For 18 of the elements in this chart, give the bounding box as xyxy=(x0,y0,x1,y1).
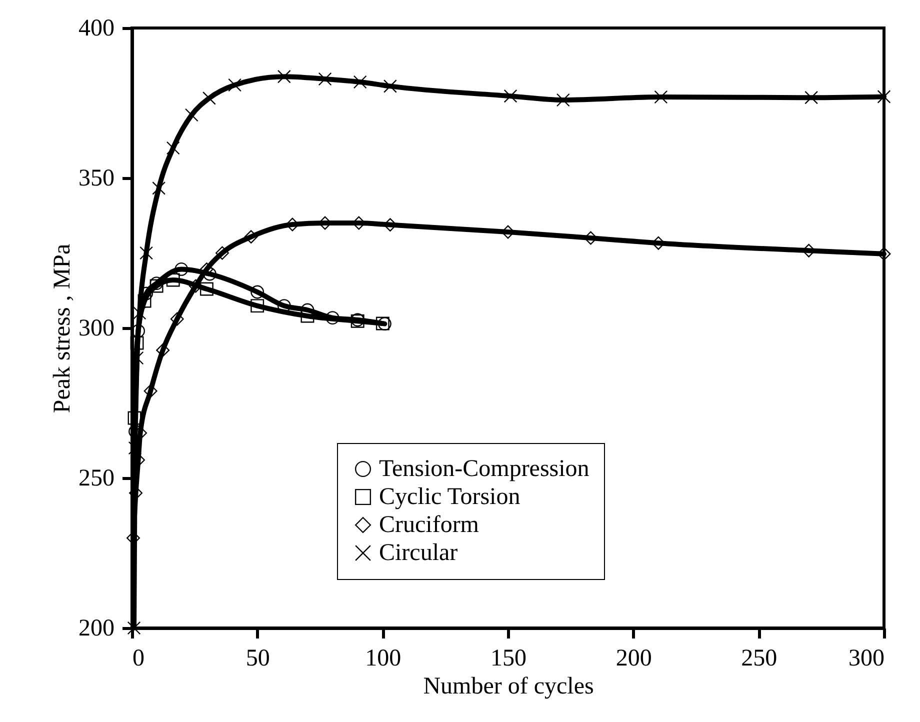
y-tick-label: 200 xyxy=(78,616,114,642)
x-tick-label: 200 xyxy=(616,646,652,672)
x-tick-label: 300 xyxy=(848,646,884,672)
x-tick-label: 100 xyxy=(365,646,402,672)
y-tick-label: 300 xyxy=(78,316,114,342)
x-tick-label: 150 xyxy=(490,646,526,672)
x-axis-title: Number of cycles xyxy=(423,674,594,700)
legend-label: Cyclic Torsion xyxy=(379,484,520,510)
y-tick-label: 350 xyxy=(78,166,114,192)
x-tick-label: 0 xyxy=(132,646,144,672)
legend-label: Cruciform xyxy=(379,512,480,538)
legend-label: Tension-Compression xyxy=(379,456,590,482)
y-tick-label: 400 xyxy=(78,16,114,42)
x-tick-label: 250 xyxy=(741,646,778,672)
x-tick-label: 50 xyxy=(246,646,270,672)
y-axis-title: Peak stress , MPa xyxy=(50,243,76,414)
legend-label: Circular xyxy=(379,540,458,566)
y-tick-label: 250 xyxy=(78,466,114,492)
